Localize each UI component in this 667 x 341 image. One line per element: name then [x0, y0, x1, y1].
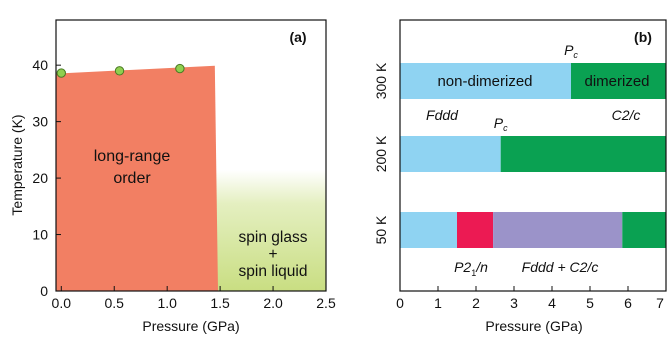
x-axis-label: Pressure (GPa) [485, 318, 582, 334]
spin-glass-region [214, 170, 326, 291]
y-axis-ticks: 0 10 20 30 40 [32, 57, 61, 299]
p21n-annotation: P21/n [454, 259, 488, 278]
phase-segment [571, 63, 666, 99]
phase-bars [400, 63, 666, 248]
lro-label-line1: long-range [94, 148, 171, 165]
fddd-annotation: Fddd [426, 107, 459, 123]
x-tick-label: 1.0 [157, 295, 177, 311]
c2c-annotation: C2/c [612, 107, 641, 123]
panel-label: (a) [289, 29, 306, 45]
dimerized-label: dimerized [584, 73, 649, 90]
x-tick-label: 1 [434, 295, 442, 311]
x-tick-label: 0.5 [105, 295, 125, 311]
panel-a: 0.0 0.5 1.0 1.5 2.0 2.5 0 10 20 30 40 (a) long-ra… [9, 19, 336, 334]
y-axis-label: Temperature (K) [9, 114, 25, 215]
row-labels: 300 K 200 K 50 K [373, 62, 389, 244]
x-tick-label: 3 [510, 295, 518, 311]
long-range-order-region [56, 65, 218, 291]
phase-segment [400, 136, 501, 172]
panel-label: (b) [634, 29, 652, 45]
critical-pressure-label: Pc [564, 42, 578, 60]
sg-label-line3: spin liquid [239, 263, 308, 280]
x-tick-label: 0.0 [52, 295, 72, 311]
phase-segment [500, 136, 666, 172]
x-axis-label: Pressure (GPa) [142, 318, 239, 334]
row-label: 200 K [373, 135, 389, 172]
phase-segment [400, 212, 457, 248]
x-tick-label: 5 [586, 295, 594, 311]
row-label: 50 K [373, 215, 389, 244]
panel-b: 0 1 2 3 4 5 6 7 300 K 200 K 50 K Pc Pc (b) non-dim… [373, 19, 667, 334]
non-dimerized-label: non-dimerized [437, 73, 532, 90]
sg-label-line1: spin glass [239, 229, 308, 246]
x-tick-label: 2.5 [316, 295, 336, 311]
sg-label-line2: + [268, 246, 277, 263]
x-axis-ticks: 0.0 0.5 1.0 1.5 2.0 2.5 [52, 286, 336, 311]
data-point [56, 68, 66, 78]
y-tick-label: 30 [32, 114, 48, 130]
y-tick-label: 40 [32, 57, 48, 73]
phase-segment [457, 212, 494, 248]
x-tick-label: 1.5 [210, 295, 230, 311]
fddd-plus-c2c-annotation: Fddd + C2/c [522, 259, 599, 275]
x-tick-label: 2 [472, 295, 480, 311]
x-tick-label: 6 [624, 295, 632, 311]
transition-points [56, 63, 185, 78]
data-point [175, 63, 185, 74]
plot-frame [55, 19, 327, 292]
x-tick-label: 4 [548, 295, 556, 311]
data-point [114, 66, 125, 76]
x-axis-ticks: 0 1 2 3 4 5 6 7 [396, 286, 667, 311]
x-tick-label: 2.0 [263, 295, 283, 311]
row-label: 300 K [373, 62, 389, 99]
y-tick-label: 0 [40, 283, 48, 299]
y-tick-label: 20 [32, 170, 48, 186]
y-tick-label: 10 [32, 227, 48, 243]
lro-label-line2: order [113, 170, 151, 187]
phase-segment [622, 212, 666, 248]
plot-frame [399, 19, 667, 292]
x-tick-label: 7 [656, 295, 664, 311]
x-tick-label: 0 [396, 295, 404, 311]
critical-pressure-labels: Pc Pc [494, 42, 579, 133]
phase-segment [493, 212, 623, 248]
critical-pressure-label: Pc [494, 115, 508, 133]
phase-segment [400, 63, 571, 99]
